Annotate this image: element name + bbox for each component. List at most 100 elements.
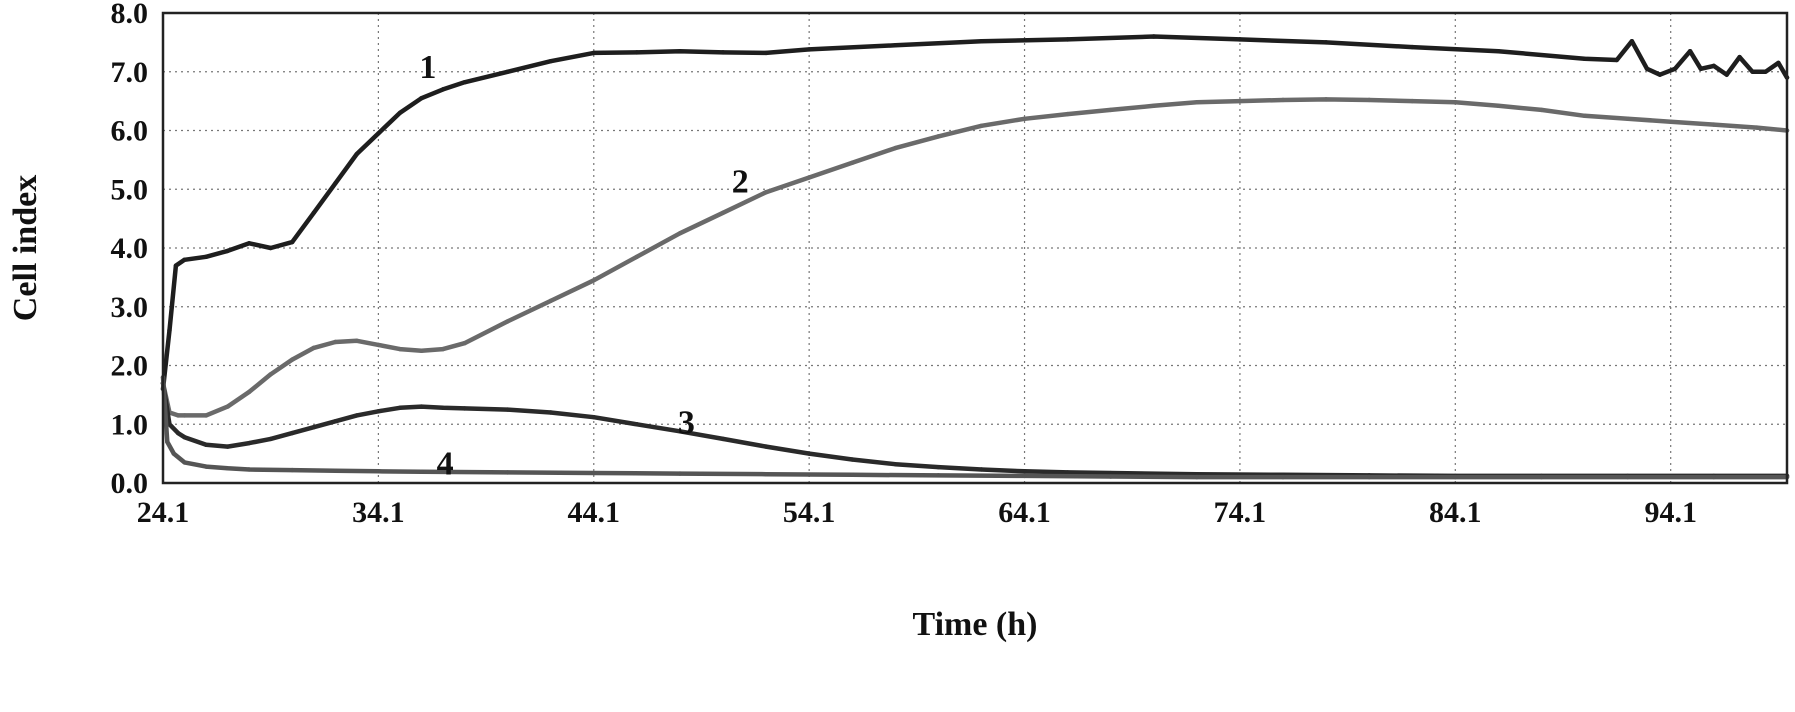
- series-4-point: [1022, 473, 1027, 479]
- series-1-point: [333, 181, 338, 186]
- series-4-point: [376, 469, 381, 474]
- series-annotations: 1 2 3 4: [419, 49, 748, 483]
- series-3-point: [505, 407, 510, 412]
- series-1-points: [160, 34, 1790, 392]
- series-2-point: [419, 348, 424, 354]
- x-axis-title: Time (h): [913, 606, 1038, 643]
- series-3-point: [979, 467, 984, 472]
- y-tick-label: 4.0: [111, 232, 149, 265]
- series-4-point: [225, 466, 230, 471]
- x-tick-label: 74.1: [1214, 496, 1267, 529]
- series-1-point: [1711, 63, 1716, 69]
- series-1-point: [806, 47, 812, 52]
- series-1-point: [1644, 66, 1650, 72]
- series-2-point: [1711, 122, 1716, 127]
- series-2-point: [634, 254, 640, 260]
- series-2-point: [677, 231, 683, 236]
- x-tick-label: 54.1: [783, 496, 836, 529]
- series-4-point: [1280, 474, 1286, 480]
- series-2-point: [1496, 103, 1501, 109]
- series-1-point: [1237, 37, 1243, 42]
- series-2-point: [548, 298, 553, 304]
- series-1-point: [225, 248, 230, 254]
- series-4-point: [1108, 474, 1113, 479]
- series-2-point: [1065, 111, 1070, 117]
- series-1-point: [173, 263, 179, 268]
- series-4-point: [419, 469, 424, 475]
- series-2-point: [1108, 107, 1113, 113]
- series-3-point: [1108, 470, 1113, 476]
- series-2-point: [333, 339, 338, 345]
- series-3-point: [634, 422, 640, 427]
- series-2-point: [1366, 97, 1372, 103]
- series-2-point: [979, 123, 984, 128]
- series-3-point: [462, 406, 467, 411]
- series-4-point: [677, 471, 683, 476]
- series-1-point: [1614, 57, 1620, 63]
- series-2-point: [893, 145, 898, 151]
- series-2-point: [850, 160, 855, 166]
- series-2-point: [290, 357, 295, 362]
- series-3-point: [440, 405, 446, 410]
- y-tick-label: 8.0: [111, 0, 149, 30]
- series-3-points: [160, 380, 1790, 479]
- series-2-point: [1022, 116, 1027, 121]
- series-2-point: [246, 389, 252, 395]
- y-tick-label: 5.0: [111, 173, 149, 206]
- x-tick-label: 44.1: [568, 496, 621, 529]
- series-label-3: 3: [678, 404, 695, 441]
- series-4-point: [171, 451, 176, 456]
- y-tick-label: 2.0: [111, 350, 149, 383]
- series-2-point: [175, 413, 181, 418]
- series-2-point: [376, 342, 381, 348]
- series-2-point: [1582, 113, 1587, 119]
- series-2-point: [440, 346, 446, 352]
- series-1-point: [354, 151, 360, 157]
- series-1-point: [763, 50, 769, 56]
- series-4-point: [1539, 474, 1544, 480]
- y-tick-label: 0.0: [111, 467, 149, 500]
- series-3-point: [246, 440, 252, 446]
- series-2-point: [182, 413, 187, 418]
- series-1-point: [290, 239, 295, 245]
- series-1-point: [1672, 66, 1678, 72]
- x-tick-label: 24.1: [137, 496, 190, 529]
- horizontal-gridlines: [163, 71, 1787, 425]
- series-4-point: [333, 468, 338, 473]
- series-1-point: [505, 69, 510, 74]
- x-tick-label: 94.1: [1644, 496, 1697, 529]
- series-1-point: [677, 48, 683, 54]
- series-1-point: [1151, 34, 1156, 39]
- series-4-point: [591, 470, 596, 476]
- series-4-point: [1366, 474, 1372, 480]
- series-4-point: [246, 467, 252, 472]
- series-1-point: [1410, 44, 1415, 50]
- series-1-point: [311, 210, 316, 215]
- series-4-point: [850, 472, 855, 477]
- series-1-point: [203, 254, 209, 260]
- series-2-point: [311, 345, 316, 351]
- series-3-point: [419, 404, 424, 409]
- series-4-point: [1711, 474, 1716, 480]
- series-3-point: [936, 464, 941, 470]
- series-2-point: [1151, 103, 1156, 109]
- series-1-point: [376, 131, 381, 136]
- series-1-point: [440, 87, 446, 92]
- series-2-point: [505, 319, 510, 324]
- series-4-point: [290, 467, 295, 473]
- series-1-point: [720, 50, 726, 55]
- series-1-point: [591, 50, 596, 56]
- series-3-point: [333, 419, 338, 424]
- series-1-point: [548, 58, 553, 64]
- series-2-points: [160, 97, 1790, 418]
- series-2-point: [1539, 107, 1544, 113]
- series-3-point: [850, 457, 855, 462]
- series-3-point: [182, 434, 187, 440]
- x-axis-tick-labels: 24.1 34.1 44.1 54.1 64.1 74.1 84.1 94.1: [137, 496, 1697, 529]
- series-line-2: [160, 97, 1790, 418]
- series-4-point: [1625, 474, 1630, 480]
- series-label-4: 4: [437, 445, 454, 482]
- series-2-point: [354, 338, 360, 344]
- series-1-point: [1724, 72, 1729, 77]
- series-3-point: [763, 444, 769, 449]
